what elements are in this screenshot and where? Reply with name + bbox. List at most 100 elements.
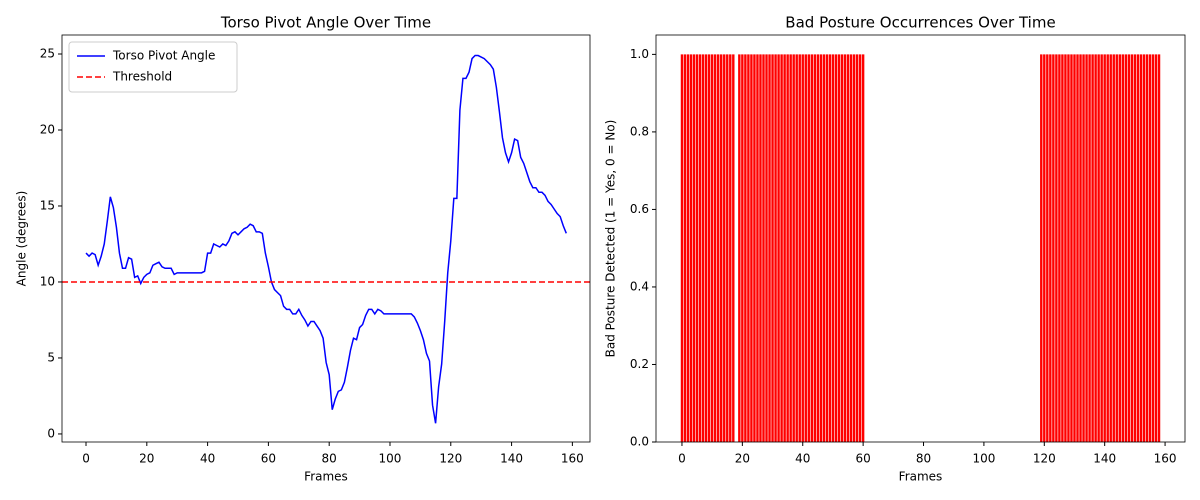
bar [1070,54,1073,442]
bar [1124,54,1128,442]
bar [1055,54,1058,442]
bar [698,54,702,442]
x-tick-label: 20 [735,452,750,466]
bar [1121,54,1125,442]
bar [849,54,853,442]
bar [1157,54,1161,442]
x-tick-label: 140 [500,452,523,466]
subplot: Torso Pivot Angle Over Time Frames Angle (… [15,14,591,484]
bar [701,54,705,442]
bar [753,54,756,442]
bar [1043,54,1046,442]
x-tick-label: 120 [1033,452,1056,466]
y-tick-label: 0 [47,426,55,440]
bar [750,54,753,442]
bar [1061,54,1064,442]
x-tick-label: 80 [322,452,337,466]
bar [692,54,696,442]
bar [1073,54,1076,442]
bar [1139,54,1143,442]
bar [710,54,714,442]
bar [1145,54,1149,442]
y-axis-label: Bad Posture Detected (1 = Yes, 0 = No) [604,120,618,358]
bar [768,54,771,442]
x-tick-label: 80 [916,452,931,466]
x-tick-label: 160 [1154,452,1177,466]
y-tick-label: 10 [40,274,55,288]
bar [1106,54,1109,442]
bar [831,54,835,442]
bar [804,54,807,442]
bar [1100,54,1103,442]
bar [1052,54,1055,442]
x-tick-label: 0 [678,452,686,466]
legend-label: Torso Pivot Angle [112,49,215,63]
bar [1049,54,1052,442]
bar [813,54,817,442]
bar [680,54,684,442]
x-tick-label: 100 [972,452,995,466]
bar [744,54,747,442]
bar [1112,54,1115,442]
bar [707,54,711,442]
bar [1079,54,1082,442]
bar [1130,54,1134,442]
bar [741,54,744,442]
bar [683,54,687,442]
bar [1103,54,1106,442]
bar [801,54,804,442]
legend-label: Threshold [112,70,172,84]
bar [1064,54,1067,442]
bar [783,54,786,442]
x-axis-label: Frames [899,470,943,484]
bar [1085,54,1088,442]
bar [1094,54,1097,442]
bar [1091,54,1094,442]
bar [1115,54,1118,442]
bar [726,54,729,442]
bar [738,54,741,442]
bar [1046,54,1049,442]
bar [825,54,829,442]
bar [756,54,759,442]
bar [822,54,826,442]
bar [1058,54,1061,442]
y-tick-label: 5 [47,350,55,364]
bar [1142,54,1146,442]
bar [686,54,690,442]
chart-title: Torso Pivot Angle Over Time [220,14,431,32]
legend-box [68,41,238,93]
chart-title: Bad Posture Occurrences Over Time [785,14,1055,32]
bar [759,54,762,442]
bar [765,54,768,442]
bar [732,54,735,442]
bar [774,54,777,442]
y-tick-label: 0.8 [630,124,649,138]
bar [747,54,750,442]
x-tick-label: 60 [855,452,870,466]
bar [834,54,838,442]
y-tick-label: 15 [40,198,55,212]
bar [689,54,693,442]
bar [1076,54,1079,442]
bar [855,54,859,442]
y-tick-label: 0.2 [630,357,649,371]
bar [723,54,726,442]
axes-frame [655,34,1186,443]
bar [840,54,844,442]
bar [846,54,850,442]
y-axis-label: Angle (degrees) [15,191,29,287]
bar [792,54,795,442]
bar [780,54,783,442]
bar [1109,54,1112,442]
y-tick-label: 25 [40,46,55,60]
bar [858,54,862,442]
bar [1067,54,1070,442]
x-tick-label: 60 [261,452,276,466]
bar [1151,54,1155,442]
bar [1154,54,1158,442]
x-tick-label: 0 [82,452,90,466]
bar [810,54,814,442]
x-tick-label: 120 [439,452,462,466]
